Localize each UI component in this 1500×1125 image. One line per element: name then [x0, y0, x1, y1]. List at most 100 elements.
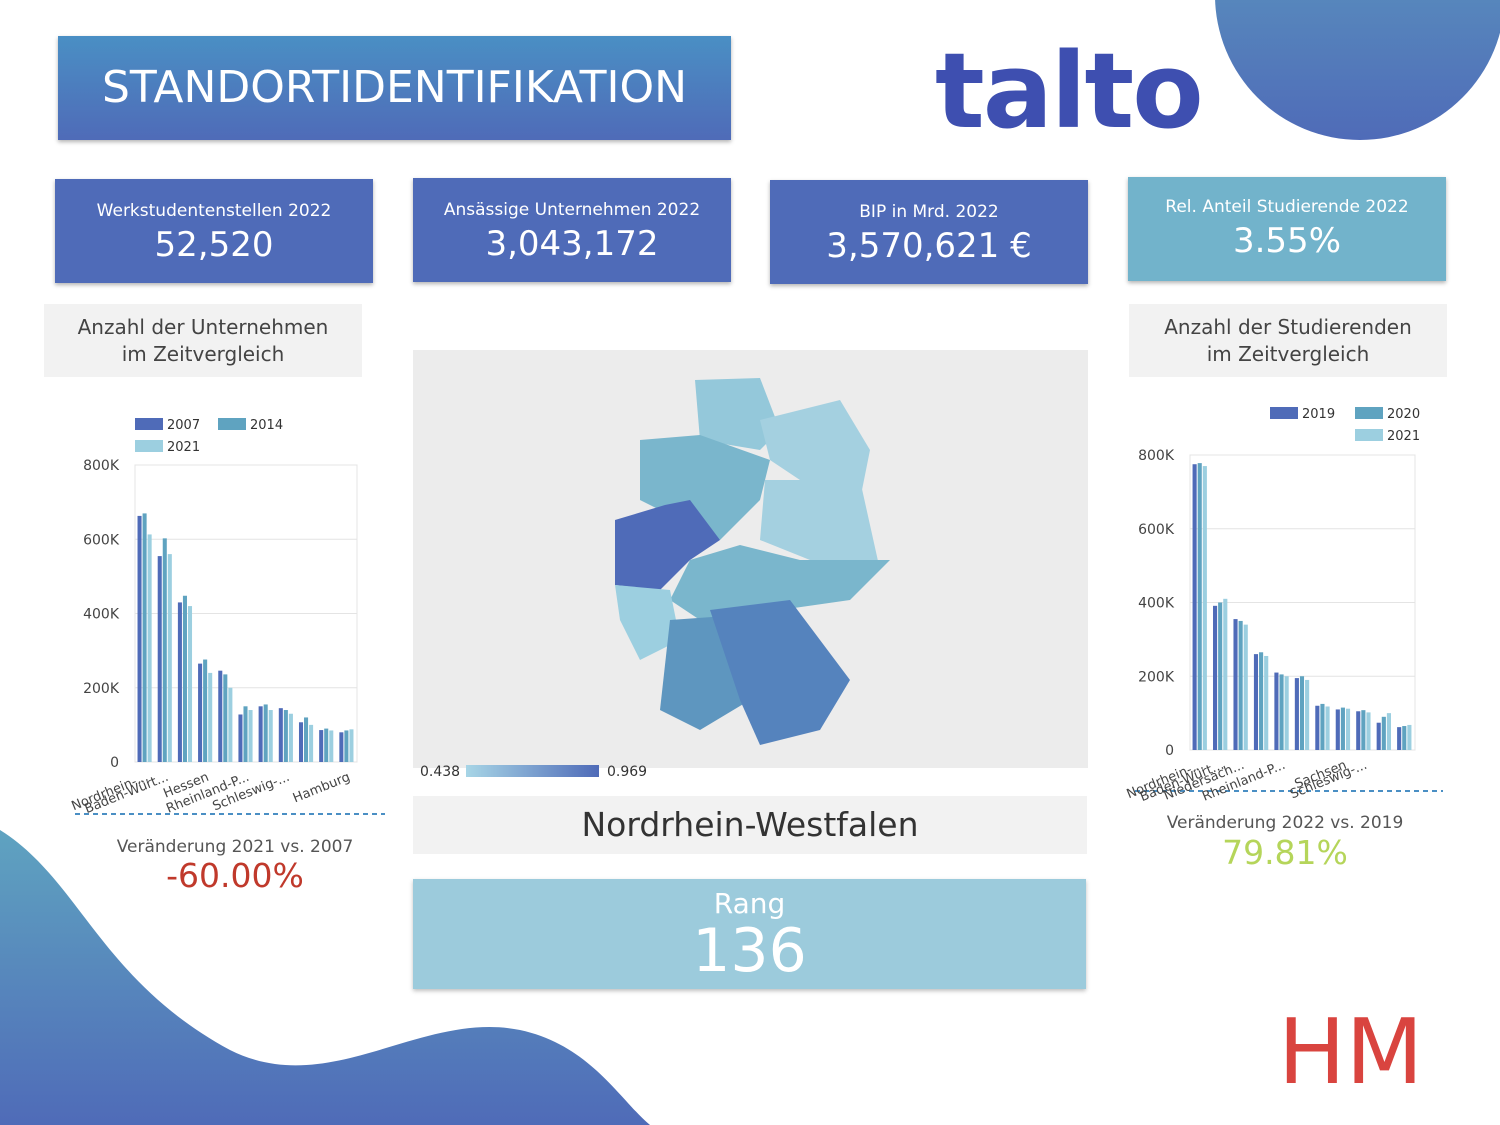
bar [1361, 710, 1366, 750]
bar [1305, 679, 1310, 750]
bar [238, 714, 243, 762]
y-tick-label: 400K [83, 607, 120, 623]
bar [1356, 711, 1361, 750]
bar [344, 730, 349, 762]
y-tick-label: 600K [1138, 522, 1175, 538]
bar [309, 724, 314, 762]
region [670, 545, 890, 620]
logo-hm: HM [1278, 1000, 1424, 1105]
bar [298, 722, 304, 762]
bar [268, 710, 273, 762]
bar [1340, 707, 1345, 750]
y-tick-label: 800K [83, 458, 120, 474]
legend-min: 0.438 [420, 764, 460, 780]
y-tick-label: 400K [1138, 596, 1175, 612]
bar [288, 713, 293, 762]
bar [1243, 624, 1248, 750]
change-label: Veränderung 2021 vs. 2007 [116, 837, 354, 857]
bar [258, 706, 263, 762]
bar [218, 670, 223, 762]
region [760, 480, 880, 570]
panel-title: Anzahl der Unternehmen im Zeitvergleich [44, 304, 362, 377]
kpi-value: 3,570,621 € [826, 226, 1032, 266]
region [710, 600, 850, 745]
legend-swatch [218, 418, 246, 430]
change-label: Veränderung 2022 vs. 2019 [1166, 813, 1404, 833]
kpi-card: BIP in Mrd. 2022 3,570,621 € [770, 180, 1088, 284]
bar [1294, 678, 1299, 750]
legend-swatch [135, 440, 163, 452]
bar [223, 674, 228, 762]
bar [1238, 620, 1243, 750]
bar [1366, 712, 1371, 750]
title: STANDORTIDENTIFIKATION [58, 36, 731, 140]
legend-label: 2014 [250, 418, 283, 433]
region-nrw [615, 500, 720, 590]
legend-label: 2021 [167, 440, 200, 455]
rank-card: Rang 136 [413, 879, 1086, 989]
region [615, 585, 680, 660]
bar [1233, 619, 1238, 750]
bar [1402, 726, 1407, 750]
bar [1274, 672, 1279, 750]
bar [1397, 727, 1402, 750]
bar [1325, 706, 1330, 750]
legend-swatch [135, 418, 163, 430]
bar [1315, 705, 1320, 750]
bar [1213, 605, 1218, 750]
bar [278, 708, 283, 762]
bar [203, 659, 208, 762]
bar [304, 717, 309, 762]
bar [1376, 722, 1381, 750]
x-tick-label: Hamburg [291, 770, 352, 806]
kpi-card: Ansässige Unternehmen 2022 3,043,172 [413, 178, 731, 282]
bar [1259, 652, 1264, 750]
bar [198, 663, 203, 762]
legend-max: 0.969 [607, 764, 647, 780]
bar [243, 706, 248, 762]
y-tick-label: 0 [110, 755, 119, 771]
kpi-value: 52,520 [154, 225, 274, 265]
deco-wave [0, 830, 650, 1125]
kpi-value: 3,043,172 [485, 224, 659, 264]
bar [228, 687, 233, 762]
y-tick-label: 800K [1138, 448, 1175, 464]
bar [339, 732, 344, 762]
bar [1299, 676, 1305, 750]
bar [1197, 463, 1202, 750]
bar [1345, 708, 1351, 750]
kpi-label: BIP in Mrd. 2022 [859, 202, 999, 222]
region-name: Nordrhein-Westfalen [413, 796, 1087, 854]
change-value: -60.00% [166, 856, 304, 895]
kpi-label: Ansässige Unternehmen 2022 [443, 200, 701, 220]
bar [187, 606, 193, 762]
bar [162, 538, 167, 762]
kpi-card: Rel. Anteil Studierende 2022 3.55% [1128, 177, 1446, 281]
bar [1386, 713, 1391, 750]
change-value: 79.81% [1222, 833, 1348, 872]
bar [1264, 655, 1269, 750]
bar [167, 554, 172, 762]
bar [177, 602, 182, 762]
kpi-label: Rel. Anteil Studierende 2022 [1165, 197, 1409, 217]
bar [208, 672, 213, 762]
bar [248, 710, 253, 762]
y-tick-label: 200K [83, 681, 120, 697]
bar [349, 729, 354, 762]
bar [319, 730, 324, 762]
bar [1407, 724, 1412, 750]
rank-label: Rang [713, 887, 786, 920]
y-tick-label: 600K [83, 532, 120, 548]
bar [147, 534, 152, 762]
legend-swatch [1355, 429, 1383, 441]
bar [142, 513, 147, 762]
bar [283, 710, 288, 762]
bar [1279, 674, 1284, 750]
kpi-label: Werkstudentenstellen 2022 [96, 201, 332, 221]
bar [1253, 654, 1259, 750]
legend-label: 2020 [1387, 407, 1420, 422]
bar [1202, 466, 1207, 750]
legend-swatch [1355, 407, 1383, 419]
